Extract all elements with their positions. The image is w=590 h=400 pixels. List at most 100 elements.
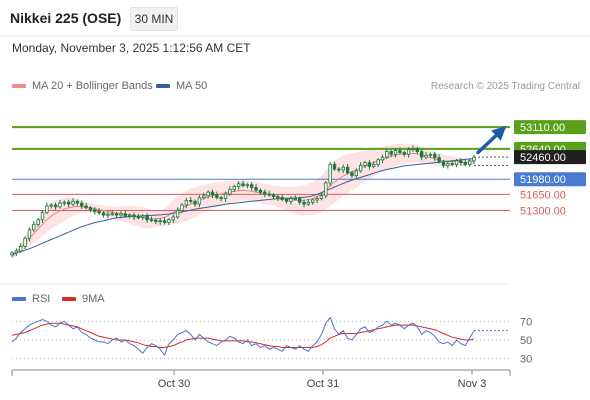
candle-body — [53, 204, 58, 208]
legend-swatch — [12, 84, 26, 88]
candle-body — [189, 199, 193, 202]
research-credit: Research © 2025 Trading Central — [430, 81, 580, 92]
candle-body — [167, 219, 171, 223]
candle-body — [415, 148, 420, 152]
candle-body — [19, 246, 23, 252]
candle-body — [385, 151, 389, 158]
candle-body — [380, 156, 385, 161]
candle-body — [319, 195, 324, 199]
candle-body — [184, 199, 189, 206]
candle-body — [58, 202, 62, 208]
candle-body — [372, 164, 376, 167]
candle-body — [367, 162, 372, 167]
x-tick-label: Nov 3 — [458, 378, 487, 390]
level-tag-53110 — [514, 120, 586, 135]
candle-body — [158, 220, 162, 223]
candle-body — [193, 200, 197, 205]
candle-body — [132, 214, 136, 218]
timestamp: Monday, November 3, 2025 1:12:56 AM CET — [12, 41, 251, 55]
legend-label: RSI — [32, 293, 51, 305]
candle-body — [446, 163, 450, 166]
candle-body — [454, 160, 459, 165]
candle-body — [311, 199, 315, 203]
candle-body — [197, 197, 202, 205]
legend-label: 9MA — [82, 293, 105, 305]
projection-arrow-head — [491, 126, 507, 141]
candle-body — [345, 166, 350, 174]
candle-body — [228, 188, 232, 195]
candle-body — [302, 201, 306, 205]
candle-body — [428, 153, 433, 156]
legend-rsi: RSI — [12, 293, 50, 305]
legend-swatch — [12, 297, 26, 301]
x-tick-label: Oct 30 — [158, 378, 190, 390]
candle-body — [154, 219, 158, 222]
candle-body — [467, 160, 472, 165]
candle-body — [354, 170, 359, 176]
candle-body — [350, 172, 354, 176]
candle-body — [324, 182, 328, 197]
rsi-tick-label: 50 — [520, 335, 532, 347]
legend-label: MA 20 + Bollinger Bands — [32, 80, 153, 92]
candle-body — [75, 200, 80, 204]
candle-body — [32, 223, 36, 231]
candle-body — [459, 160, 463, 164]
legend-ma50: MA 50 — [156, 80, 207, 92]
legend-label: MA 50 — [176, 80, 208, 92]
candle-body — [337, 168, 341, 171]
legend-swatch — [156, 84, 170, 88]
candle-body — [206, 191, 210, 197]
candle-body — [241, 183, 245, 187]
candle-body — [341, 166, 345, 171]
candle-body — [389, 151, 393, 155]
candle-body — [450, 163, 454, 165]
candle-body — [45, 205, 49, 213]
candle-body — [162, 220, 167, 223]
candle-body — [376, 159, 380, 165]
candle-body — [40, 211, 45, 221]
last-price-tag — [514, 150, 586, 165]
candle-body — [141, 215, 145, 218]
candle-body — [127, 214, 132, 217]
bollinger-band-area — [12, 143, 474, 260]
candle-body — [315, 198, 319, 201]
candle-body — [93, 209, 97, 212]
level-tag-51980 — [514, 172, 586, 187]
candle-body — [110, 213, 114, 216]
candle-body — [411, 148, 415, 151]
candle-body — [271, 194, 276, 198]
last-price-label: 52460.00 — [520, 152, 566, 164]
candle-body — [210, 191, 215, 196]
candle-body — [223, 193, 228, 199]
candle-body — [106, 213, 110, 216]
candle-body — [433, 153, 437, 158]
candle-body — [280, 197, 284, 200]
candle-body — [23, 237, 27, 247]
candle-body — [263, 191, 267, 195]
candle-body — [119, 213, 123, 216]
candle-body — [406, 149, 411, 155]
candles-group — [10, 145, 476, 258]
candle-body — [49, 204, 53, 207]
interval-button[interactable]: 30 MIN — [130, 7, 178, 31]
candle-body — [14, 250, 19, 254]
candle-body — [402, 152, 406, 155]
candle-body — [236, 183, 241, 187]
rsi-tick-label: 70 — [520, 316, 532, 328]
legend-swatch — [62, 297, 76, 301]
candle-body — [420, 151, 424, 158]
candle-body — [66, 201, 71, 205]
candle-body — [398, 150, 402, 153]
candle-body — [254, 187, 258, 191]
candle-body — [202, 195, 206, 199]
level-label-51650: 51650.00 — [520, 189, 566, 201]
candle-body — [88, 207, 93, 211]
legend-ma20-bollinger: MA 20 + Bollinger Bands — [12, 80, 153, 92]
legend-rsi-ma: 9MA — [62, 293, 105, 305]
candle-body — [215, 194, 219, 199]
candle-body — [101, 212, 106, 216]
candle-body — [393, 150, 398, 155]
chart-header: Nikkei 225 (OSE) 30 MIN — [0, 0, 590, 36]
candle-body — [80, 202, 84, 207]
